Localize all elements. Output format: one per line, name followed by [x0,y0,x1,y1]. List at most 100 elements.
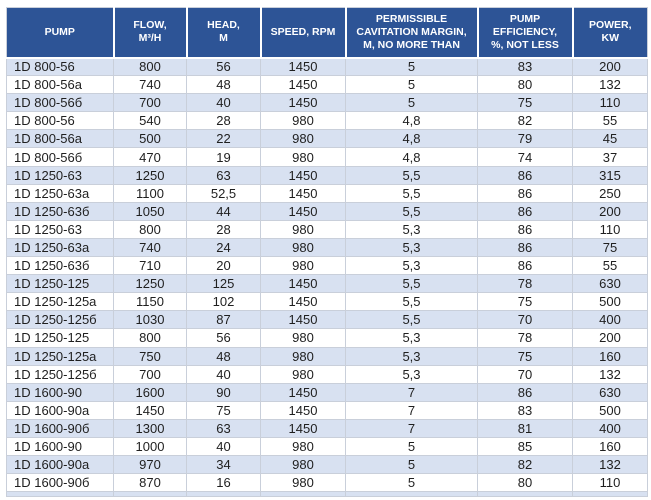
table-cell: 1450 [260,166,346,185]
table-cell: 75 [572,238,648,258]
table-row: 1D 1250-125a 750 48 980 5,3 75 160 [6,347,648,366]
table-row: 1D 1250-125б 1030 87 1450 5,5 70 400 [6,310,648,330]
table-cell: 86 [477,184,573,203]
table-cell: 102 [186,292,261,312]
column-header-cavitation: PERMISSIBLE CAVITATION MARGIN, M, NO MOR… [345,7,479,59]
table-cell: 5 [345,455,478,475]
table-cell: 5,3 [345,220,478,239]
table-cell: 5,5 [345,166,478,185]
table-cell: 86 [477,383,573,402]
table-cell: 315 [572,166,648,185]
table-cell: 470 [113,147,187,167]
table-cell: 70 [477,365,573,384]
table-cell: 160 [572,437,648,457]
table-cell: 34 [186,455,261,475]
table-cell: 1D 1600-90б [6,419,114,438]
table-cell: 5 [345,437,478,457]
table-cell [260,491,346,497]
table-cell: 800 [113,57,187,77]
table-row: 1D 800-56a 500 22 980 4,8 79 45 [6,129,648,149]
table-cell: 48 [186,75,261,95]
table-cell: 1450 [260,310,346,330]
table-cell: 1D 800-56a [6,129,114,149]
table-cell: 500 [572,292,648,312]
table-cell: 740 [113,75,187,95]
table-cell: 63 [186,419,261,438]
table-row: 1D 1600-90a 970 34 980 5 82 132 [6,455,648,475]
table-cell: 7 [345,401,478,420]
table-cell: 1150 [113,292,187,312]
table-cell: 85 [477,437,573,457]
table-cell: 800 [113,328,187,348]
table-cell: 1D 1250-63 [6,166,114,185]
table-cell: 980 [260,147,346,167]
table-cell: 75 [477,93,573,113]
table-cell: 500 [113,129,187,149]
table-cell: 1D 800-56б [6,147,114,167]
table-cell: 16 [186,473,261,493]
table-cell: 5 [345,473,478,493]
table-cell: 82 [477,111,573,131]
table-cell: 1450 [260,274,346,294]
table-cell: 1100 [113,184,187,203]
table-cell: 5,3 [345,238,478,258]
column-header-flow: FLOW, M³/H [113,7,188,59]
table-cell: 4,8 [345,147,478,167]
table-cell: 83 [477,57,573,77]
table-cell: 5,5 [345,292,478,312]
table-cell: 1D 1600-90a [6,401,114,420]
pump-specs-table: PUMP FLOW, M³/H HEAD, M SPEED, RPM PERMI… [6,7,648,498]
table-cell [345,491,478,497]
table-row: 1D 1250-125б 700 40 980 5,3 70 132 [6,365,648,384]
table-header: PUMP FLOW, M³/H HEAD, M SPEED, RPM PERMI… [6,7,648,59]
table-cell: 86 [477,166,573,185]
table-cell: 70 [477,310,573,330]
table-row: 1D 800-56a 740 48 1450 5 80 132 [6,75,648,95]
table-row: 1D 1600-90 1600 90 1450 7 86 630 [6,383,648,402]
table-cell: 110 [572,220,648,239]
table-cell: 630 [572,274,648,294]
table-row: 1D 1600-90a 1450 75 1450 7 83 500 [6,401,648,420]
table-row: 1D 1250-63б 710 20 980 5,3 86 55 [6,256,648,276]
table-cell: 800 [113,220,187,239]
table-row: 1D 1250-63 1250 63 1450 5,5 86 315 [6,166,648,185]
table-cell: 500 [572,401,648,420]
table-cell: 980 [260,328,346,348]
table-cell: 1D 800-56a [6,75,114,95]
table-cell: 28 [186,111,261,131]
table-row: 1D 1600-90 1000 40 980 5 85 160 [6,437,648,457]
column-header-pump: PUMP [6,7,115,59]
table-cell: 45 [572,129,648,149]
table-cell: 83 [477,401,573,420]
table-cell: 55 [572,256,648,276]
table-cell: 86 [477,220,573,239]
table-row: 1D 1250-125a 1150 102 1450 5,5 75 500 [6,292,648,312]
table-cell: 79 [477,129,573,149]
table-cell: 90 [186,383,261,402]
table-cell: 980 [260,256,346,276]
table-cell: 75 [477,347,573,366]
table-row: 1D 1250-63a 740 24 980 5,3 86 75 [6,238,648,258]
table-cell: 980 [260,473,346,493]
table-cell: 48 [186,347,261,366]
table-cell [477,491,573,497]
column-header-efficiency: PUMP EFFICIENCY, %, NOT LESS [477,7,574,59]
table-cell: 63 [186,166,261,185]
table-cell: 19 [186,147,261,167]
table-cell: 87 [186,310,261,330]
table-cell: 56 [186,328,261,348]
table-cell: 52,5 [186,184,261,203]
table-cell: 160 [572,347,648,366]
table-cell [572,491,648,497]
table-cell: 400 [572,419,648,438]
table-cell: 5 [345,57,478,77]
table-row: 1D 800-56 800 56 1450 5 83 200 [6,57,648,77]
table-cell: 125 [186,274,261,294]
table-cell: 980 [260,111,346,131]
table-cell: 40 [186,365,261,384]
table-cell: 1450 [113,401,187,420]
table-cell: 980 [260,455,346,475]
table-cell: 82 [477,455,573,475]
table-cell: 132 [572,75,648,95]
table-cell: 86 [477,238,573,258]
